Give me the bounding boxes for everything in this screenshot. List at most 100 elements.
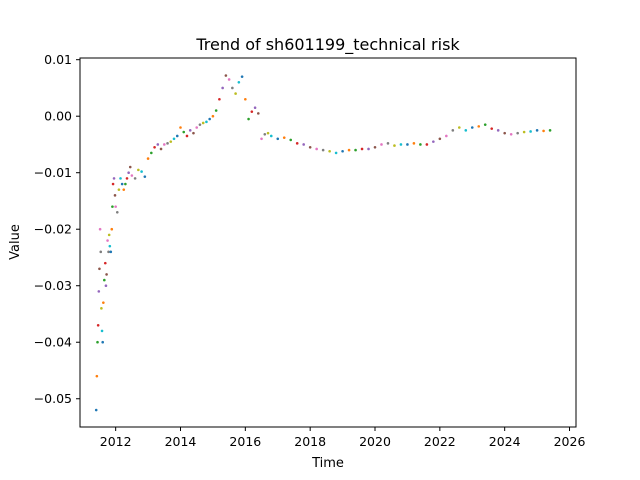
data-point <box>128 165 132 169</box>
data-point <box>133 177 137 180</box>
data-point <box>94 408 98 412</box>
data-point <box>464 129 468 132</box>
x-tick-label: 2018 <box>294 434 326 449</box>
data-point <box>412 142 416 145</box>
data-point <box>175 134 179 138</box>
data-point <box>425 143 429 146</box>
data-point <box>110 227 114 231</box>
chart-title: Trend of sh601199_technical risk <box>195 35 460 55</box>
data-point <box>102 301 105 304</box>
data-point <box>321 148 325 152</box>
data-point <box>140 170 143 173</box>
x-tick-label: 2020 <box>359 434 391 449</box>
data-point <box>130 174 134 177</box>
data-point <box>96 323 100 327</box>
data-point <box>162 143 166 146</box>
data-point <box>266 131 270 135</box>
x-axis-label: Time <box>311 456 344 471</box>
x-tick-label: 2024 <box>489 434 521 449</box>
data-point <box>111 182 115 186</box>
data-point <box>221 86 224 90</box>
data-point <box>373 145 377 149</box>
data-point <box>231 86 234 90</box>
y-axis-ticks: −0.05 −0.04 −0.03 −0.02 −0.01 0.00 0.01 <box>34 52 80 406</box>
data-point <box>529 130 532 133</box>
data-point <box>100 329 104 333</box>
data-point <box>159 147 163 151</box>
data-point <box>112 177 116 180</box>
y-tick-label: −0.02 <box>34 222 72 237</box>
data-point <box>237 80 241 84</box>
y-tick-label: −0.01 <box>34 165 72 180</box>
data-point <box>276 137 280 141</box>
y-tick-label: 0.00 <box>44 109 72 124</box>
data-point <box>188 129 192 132</box>
data-point <box>156 143 160 146</box>
data-point <box>354 148 357 152</box>
data-point <box>115 210 119 214</box>
data-point <box>105 273 108 276</box>
data-point <box>522 130 526 134</box>
data-point <box>117 188 121 191</box>
data-point <box>211 114 215 118</box>
data-point <box>172 137 176 141</box>
data-point <box>125 177 129 180</box>
data-point <box>432 140 435 143</box>
data-point <box>214 109 218 112</box>
data-point <box>179 126 182 129</box>
data-point <box>205 120 208 124</box>
data-point <box>198 123 202 126</box>
data-point <box>98 227 102 231</box>
data-point <box>328 149 331 153</box>
data-point <box>483 123 487 126</box>
y-tick-label: −0.05 <box>34 391 72 406</box>
data-point <box>347 148 351 152</box>
data-point <box>470 126 474 129</box>
x-tick-label: 2016 <box>229 434 261 449</box>
data-point <box>295 142 299 145</box>
data-point <box>308 145 312 149</box>
data-point <box>137 168 140 172</box>
x-axis-ticks: 2012 2014 2016 2018 2020 2022 2024 2026 <box>100 427 586 449</box>
data-point <box>96 340 99 344</box>
data-point <box>166 142 169 145</box>
data-point <box>103 278 106 282</box>
data-point <box>263 132 267 136</box>
data-point <box>438 137 442 141</box>
data-point <box>380 143 383 146</box>
data-point <box>516 131 519 135</box>
data-point <box>103 261 107 265</box>
data-point <box>260 137 263 141</box>
data-point <box>98 267 101 271</box>
data-point <box>250 110 254 113</box>
data-point <box>496 129 500 132</box>
data-point <box>124 182 127 186</box>
x-tick-label: 2026 <box>554 434 586 449</box>
data-point <box>477 125 481 128</box>
data-point <box>109 250 113 254</box>
data-point <box>122 188 126 191</box>
data-point <box>143 175 147 178</box>
data-point <box>114 205 117 208</box>
data-point <box>360 147 364 151</box>
data-point <box>113 194 117 197</box>
data-point <box>257 112 260 115</box>
data-point <box>150 151 153 155</box>
data-point <box>153 145 156 149</box>
data-point <box>542 129 545 133</box>
data-point <box>95 374 99 378</box>
data-point <box>104 284 108 288</box>
x-tick-label: 2022 <box>424 434 456 449</box>
axes-frame <box>79 57 577 428</box>
data-point <box>120 182 124 186</box>
data-point <box>393 144 396 147</box>
data-point <box>315 147 318 151</box>
data-point <box>146 157 150 160</box>
y-tick-label: −0.04 <box>34 335 72 350</box>
data-point <box>195 126 199 129</box>
data-point <box>218 97 221 101</box>
data-point <box>503 131 506 135</box>
plot-area <box>94 74 552 412</box>
data-point <box>399 143 403 146</box>
